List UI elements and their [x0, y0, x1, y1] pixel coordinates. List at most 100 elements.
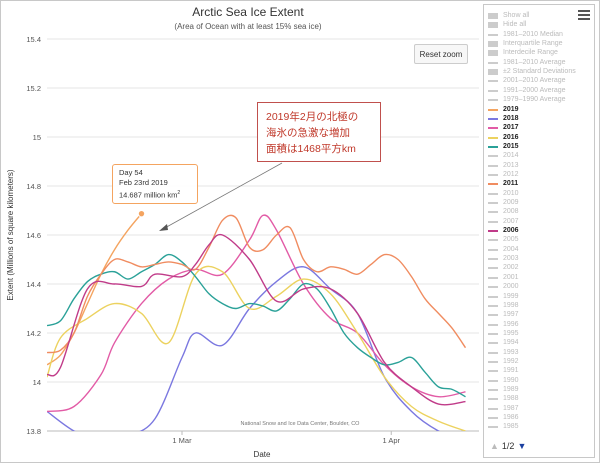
legend-item-1991-2000-average[interactable]: 1991–2000 Average [488, 86, 566, 96]
legend-swatch-icon [488, 136, 498, 139]
legend-swatch-icon [488, 173, 498, 176]
legend-swatch-icon [488, 351, 498, 354]
pager-up-arrow-icon[interactable]: ▲ [490, 441, 499, 451]
legend-item-1985[interactable]: 1985 [488, 422, 519, 432]
legend-label: 1996 [503, 320, 519, 328]
tooltip-data-point[interactable] [137, 209, 146, 218]
legend-item-1981-2010-average[interactable]: 1981–2010 Average [488, 58, 566, 68]
legend-item-2013[interactable]: 2013 [488, 161, 519, 171]
legend-item-1997[interactable]: 1997 [488, 310, 519, 320]
legend-item-show-all[interactable]: Show all [488, 11, 529, 21]
annotation-line-2: 海氷の急激な増加 [266, 127, 350, 139]
legend-item-1996[interactable]: 1996 [488, 320, 519, 330]
legend-item-2015[interactable]: 2015 [488, 142, 519, 152]
legend-item-1992[interactable]: 1992 [488, 357, 519, 367]
chart-subtitle: (Area of Ocean with at least 15% sea ice… [174, 22, 322, 31]
legend-item-1979-1990-average[interactable]: 1979–1990 Average [488, 95, 566, 105]
legend-swatch-icon [488, 398, 498, 401]
legend-item-2000[interactable]: 2000 [488, 282, 519, 292]
legend-item-1994[interactable]: 1994 [488, 338, 519, 348]
legend-label: 2017 [503, 124, 519, 132]
legend-swatch-icon [488, 22, 498, 29]
legend-item-2001-2010-average[interactable]: 2001–2010 Average [488, 76, 566, 86]
legend-swatch-icon [488, 286, 498, 289]
legend-swatch-icon [488, 108, 498, 111]
legend-swatch-icon [488, 426, 498, 429]
series-lines[interactable] [47, 213, 467, 441]
legend-item-interquartile-range[interactable]: Interquartile Range [488, 39, 563, 49]
y-tick-label: 14.8 [26, 182, 41, 191]
legend-item-interdecile-range[interactable]: Interdecile Range [488, 48, 558, 58]
legend-swatch-icon [488, 276, 498, 279]
legend-label: 2011 [503, 180, 519, 188]
legend-item-2017[interactable]: 2017 [488, 123, 519, 133]
legend-item-2012[interactable]: 2012 [488, 170, 519, 180]
legend-item--2-standard-deviations[interactable]: ±2 Standard Deviations [488, 67, 576, 77]
legend-item-2001[interactable]: 2001 [488, 273, 519, 283]
legend-label: Interdecile Range [503, 49, 558, 57]
legend-item-1989[interactable]: 1989 [488, 385, 519, 395]
y-tick-label: 14.4 [26, 280, 41, 289]
legend-swatch-icon [488, 89, 498, 92]
legend-label: 2012 [503, 170, 519, 178]
legend-swatch-icon [488, 50, 498, 57]
legend-swatch-icon [488, 69, 498, 76]
legend-label: 2013 [503, 161, 519, 169]
legend-swatch-icon [488, 248, 498, 251]
legend-item-2009[interactable]: 2009 [488, 198, 519, 208]
legend-item-1993[interactable]: 1993 [488, 348, 519, 358]
series-line-2016[interactable] [47, 265, 466, 431]
legend-item-2002[interactable]: 2002 [488, 263, 519, 273]
annotation-line-1: 2019年2月の北極の [266, 111, 359, 123]
legend-item-1999[interactable]: 1999 [488, 292, 519, 302]
tooltip-day: Day 54 [119, 168, 143, 177]
legend-swatch-icon [488, 13, 498, 19]
legend-item-2014[interactable]: 2014 [488, 151, 519, 161]
reset-zoom-button[interactable]: Reset zoom [414, 44, 468, 64]
legend-item-1991[interactable]: 1991 [488, 366, 519, 376]
legend-swatch-icon [488, 183, 498, 186]
tooltip-date: Feb 23rd 2019 [119, 178, 168, 187]
legend-label: Interquartile Range [503, 40, 563, 48]
hamburger-menu-icon[interactable] [578, 10, 590, 20]
legend-swatch-icon [488, 211, 498, 214]
legend-item-1986[interactable]: 1986 [488, 413, 519, 423]
legend-item-1995[interactable]: 1995 [488, 329, 519, 339]
annotation-arrow [162, 162, 283, 230]
legend-item-2019[interactable]: 2019 [488, 105, 519, 115]
y-tick-label: 13.8 [26, 427, 41, 436]
legend-label: 2019 [503, 105, 519, 113]
legend-label: 1995 [503, 329, 519, 337]
legend-item-1990[interactable]: 1990 [488, 376, 519, 386]
series-line-2011[interactable] [47, 214, 467, 354]
legend-label: 1989 [503, 386, 519, 393]
legend-item-2011[interactable]: 2011 [488, 179, 518, 189]
legend-label: 2018 [503, 114, 519, 122]
pager-text: 1/2 [501, 441, 515, 451]
legend-item-2007[interactable]: 2007 [488, 217, 519, 227]
legend-item-hide-all[interactable]: Hide all [488, 20, 526, 30]
legend-label: 1993 [503, 348, 519, 356]
legend-item-2008[interactable]: 2008 [488, 207, 519, 217]
x-tick-label: 1 Apr [382, 436, 400, 445]
legend-swatch-icon [488, 417, 498, 420]
series-line-2019[interactable] [47, 213, 143, 366]
legend-item-1988[interactable]: 1988 [488, 394, 519, 404]
legend-item-1981-2010-median[interactable]: 1981–2010 Median [488, 30, 563, 40]
legend-item-2003[interactable]: 2003 [488, 254, 519, 264]
legend-item-2005[interactable]: 2005 [488, 235, 519, 245]
legend-label: 1985 [503, 423, 519, 431]
series-line-2017[interactable] [47, 214, 466, 413]
series-line-2006[interactable] [47, 233, 466, 406]
legend-swatch-icon [488, 407, 498, 410]
pager-down-arrow-icon[interactable]: ▼ [517, 441, 527, 451]
legend-item-2006[interactable]: 2006 [488, 226, 519, 236]
legend-label: 2004 [503, 245, 519, 253]
series-line-2015[interactable] [47, 253, 466, 398]
legend-item-2016[interactable]: 2016 [488, 133, 519, 143]
legend-item-1998[interactable]: 1998 [488, 301, 519, 311]
legend-item-1987[interactable]: 1987 [488, 404, 519, 414]
legend-item-2018[interactable]: 2018 [488, 114, 519, 124]
legend-item-2004[interactable]: 2004 [488, 245, 519, 255]
legend-item-2010[interactable]: 2010 [488, 189, 519, 199]
